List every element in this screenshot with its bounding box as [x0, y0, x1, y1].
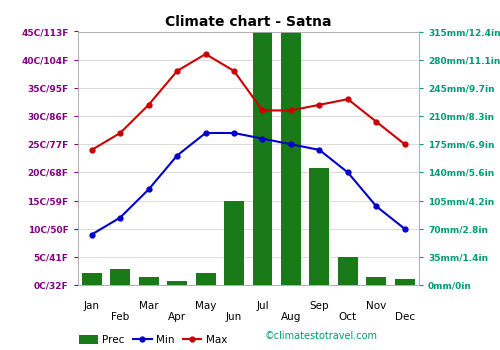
Text: Nov: Nov — [366, 301, 386, 311]
Text: May: May — [195, 301, 216, 311]
Text: Sep: Sep — [310, 301, 329, 311]
Bar — [310, 168, 330, 285]
Bar — [252, 32, 272, 285]
Bar — [110, 269, 130, 285]
Text: Jun: Jun — [226, 312, 242, 322]
Text: Jul: Jul — [256, 301, 269, 311]
Text: Aug: Aug — [281, 312, 301, 322]
Bar — [395, 279, 414, 285]
Text: Apr: Apr — [168, 312, 186, 322]
Text: Dec: Dec — [394, 312, 415, 322]
Text: Jan: Jan — [84, 301, 100, 311]
Text: ©climatestotravel.com: ©climatestotravel.com — [265, 331, 378, 341]
Text: Oct: Oct — [339, 312, 357, 322]
Bar — [366, 277, 386, 285]
Bar — [224, 201, 244, 285]
Bar — [196, 273, 216, 285]
Bar — [281, 32, 301, 285]
Bar — [338, 257, 358, 285]
Title: Climate chart - Satna: Climate chart - Satna — [165, 15, 332, 29]
Legend: Prec, Min, Max: Prec, Min, Max — [80, 335, 227, 345]
Text: Mar: Mar — [139, 301, 158, 311]
Bar — [167, 281, 187, 285]
Bar — [82, 273, 102, 285]
Bar — [138, 277, 158, 285]
Text: Feb: Feb — [111, 312, 130, 322]
